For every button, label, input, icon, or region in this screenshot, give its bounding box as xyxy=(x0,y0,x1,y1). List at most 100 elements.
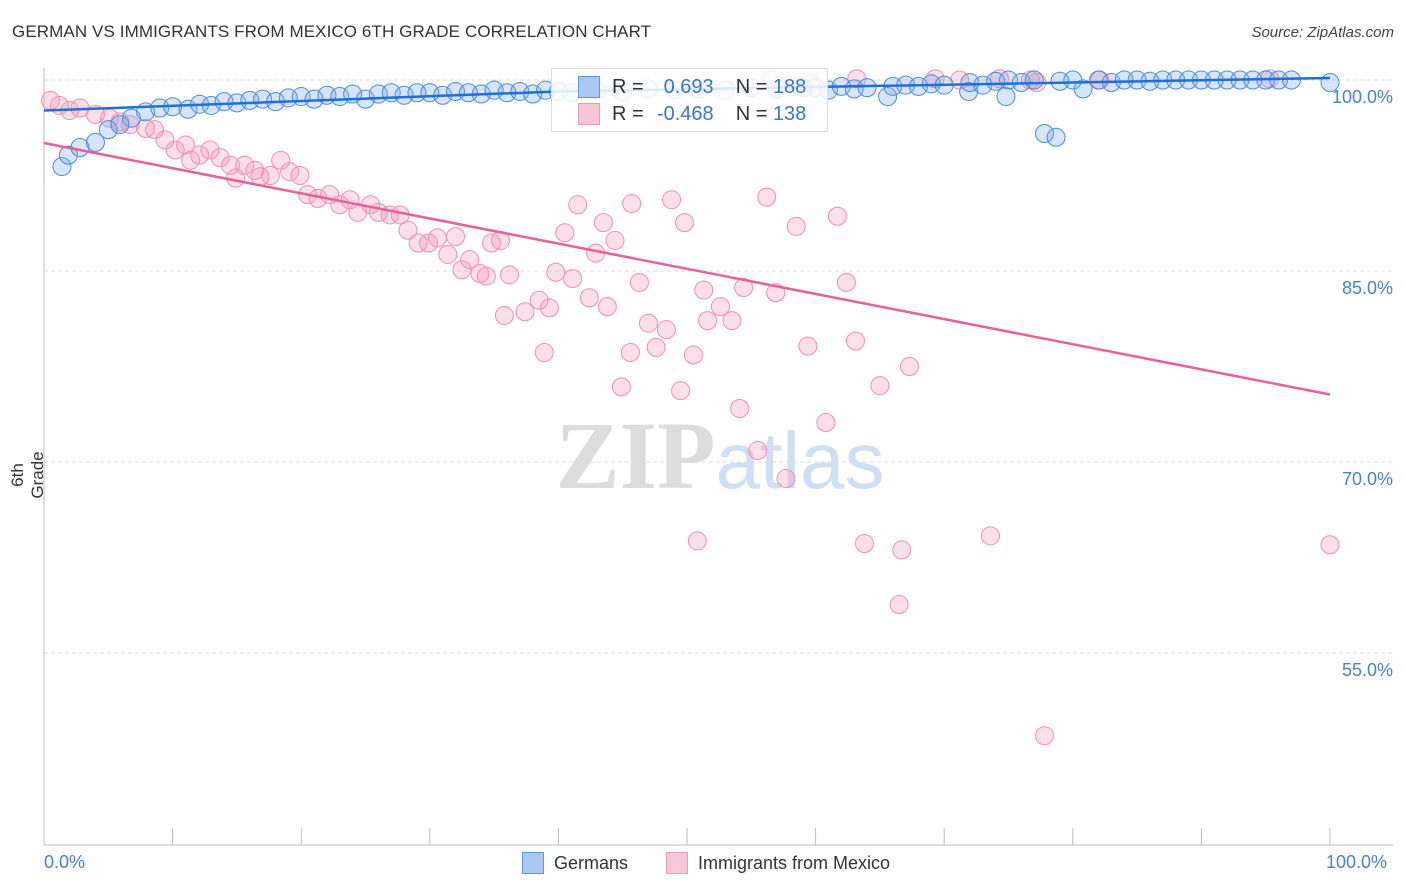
german-point xyxy=(85,132,105,152)
mexico-point xyxy=(563,269,583,289)
mexico-point xyxy=(611,377,631,397)
mexico-point xyxy=(529,290,549,310)
mexico-point xyxy=(892,540,912,560)
mexico-point xyxy=(854,533,874,553)
mexico-point xyxy=(827,206,847,226)
watermark: ZIPatlas xyxy=(555,402,884,509)
mexico-point xyxy=(500,265,520,285)
mexico-point xyxy=(494,306,514,326)
mexico-point xyxy=(408,233,428,253)
mexico-point xyxy=(245,160,265,180)
mexico-point xyxy=(816,413,836,433)
n-label: N = xyxy=(735,75,768,98)
mexico-point xyxy=(1320,535,1340,555)
x-tick-label-min: 0.0% xyxy=(44,852,86,872)
mexico-point xyxy=(597,297,617,317)
mexico-point xyxy=(687,531,707,551)
mexico-point xyxy=(200,140,220,160)
r-value: 0.693 xyxy=(663,75,714,98)
mexico-swatch xyxy=(666,852,688,874)
r-label: R = xyxy=(612,102,644,125)
german-point xyxy=(58,145,78,165)
mexico-point xyxy=(730,399,750,419)
german-point xyxy=(523,84,543,104)
mexico-point xyxy=(646,337,666,357)
mexico-point xyxy=(181,150,201,170)
mexico-point xyxy=(757,187,777,207)
y-tick-label: 70.0% xyxy=(1342,469,1393,489)
chart-title: GERMAN VS IMMIGRANTS FROM MEXICO 6TH GRA… xyxy=(12,22,652,41)
mexico-point xyxy=(419,233,439,253)
mexico-point xyxy=(870,376,890,396)
mexico-point xyxy=(452,260,472,280)
german-point xyxy=(1046,127,1066,147)
legend-label: Germans xyxy=(554,852,629,873)
german-point xyxy=(98,120,118,140)
bottom-legend-germans: Germans xyxy=(522,852,628,874)
y-tick-label: 100.0% xyxy=(1332,87,1393,107)
mexico-point xyxy=(710,297,730,317)
mexico-point xyxy=(683,345,703,365)
source-label: Source: ZipAtlas.com xyxy=(1251,24,1394,41)
mexico-swatch xyxy=(578,103,600,125)
mexico-point xyxy=(398,220,418,240)
mexico-trend-line xyxy=(43,141,1331,396)
mexico-point xyxy=(175,135,195,155)
mexico-point xyxy=(622,194,642,214)
mexico-point xyxy=(290,165,310,185)
mexico-point xyxy=(438,244,458,264)
mexico-point xyxy=(722,311,742,331)
mexico-point xyxy=(534,342,554,362)
german-point xyxy=(857,78,877,98)
bottom-legend-mexico: Immigrants from Mexico xyxy=(666,852,890,874)
mexico-point xyxy=(155,130,175,150)
mexico-point xyxy=(539,298,559,318)
mexico-point xyxy=(638,313,658,333)
mexico-point xyxy=(568,195,588,215)
german-point xyxy=(1073,79,1093,99)
german-point xyxy=(121,108,141,128)
mexico-point xyxy=(280,162,300,182)
mexico-point xyxy=(428,228,448,248)
mexico-point xyxy=(593,213,613,233)
german-point xyxy=(52,157,72,177)
mexico-point xyxy=(446,227,466,247)
mexico-point xyxy=(460,250,480,270)
mexico-point xyxy=(734,278,754,298)
mexico-point xyxy=(798,336,818,356)
mexico-point xyxy=(671,381,691,401)
mexico-point xyxy=(120,115,140,135)
german-point xyxy=(1035,123,1055,143)
legend-row-mexico: R = -0.468 N = 138 xyxy=(578,101,806,127)
mexico-point xyxy=(889,595,909,615)
mexico-point xyxy=(579,288,599,308)
r-label: R = xyxy=(612,75,644,98)
x-tick-label-max: 100.0% xyxy=(1326,852,1388,872)
mexico-point xyxy=(836,272,856,292)
german-point xyxy=(1024,70,1044,90)
mexico-point xyxy=(694,280,714,300)
mexico-point xyxy=(620,342,640,362)
mexico-point xyxy=(210,148,230,168)
mexico-point xyxy=(845,331,865,351)
mexico-point xyxy=(190,145,210,165)
germans-swatch xyxy=(522,852,544,874)
mexico-point xyxy=(220,155,240,175)
legend-label: Immigrants from Mexico xyxy=(698,852,891,873)
mexico-point xyxy=(748,441,768,461)
legend-row-germans: R = 0.693 N = 188 xyxy=(578,74,806,100)
y-tick-label: 85.0% xyxy=(1342,278,1393,298)
mexico-point xyxy=(546,262,566,282)
germans-swatch xyxy=(578,76,600,98)
mexico-point xyxy=(165,140,185,160)
n-value: 138 xyxy=(772,102,807,125)
mexico-point xyxy=(629,272,649,292)
n-label: N = xyxy=(735,102,768,125)
r-value: -0.468 xyxy=(656,102,714,125)
mexico-point xyxy=(145,120,165,140)
mexico-point xyxy=(656,320,676,340)
mexico-point xyxy=(899,356,919,376)
mexico-point xyxy=(776,469,796,489)
german-point xyxy=(110,115,130,135)
